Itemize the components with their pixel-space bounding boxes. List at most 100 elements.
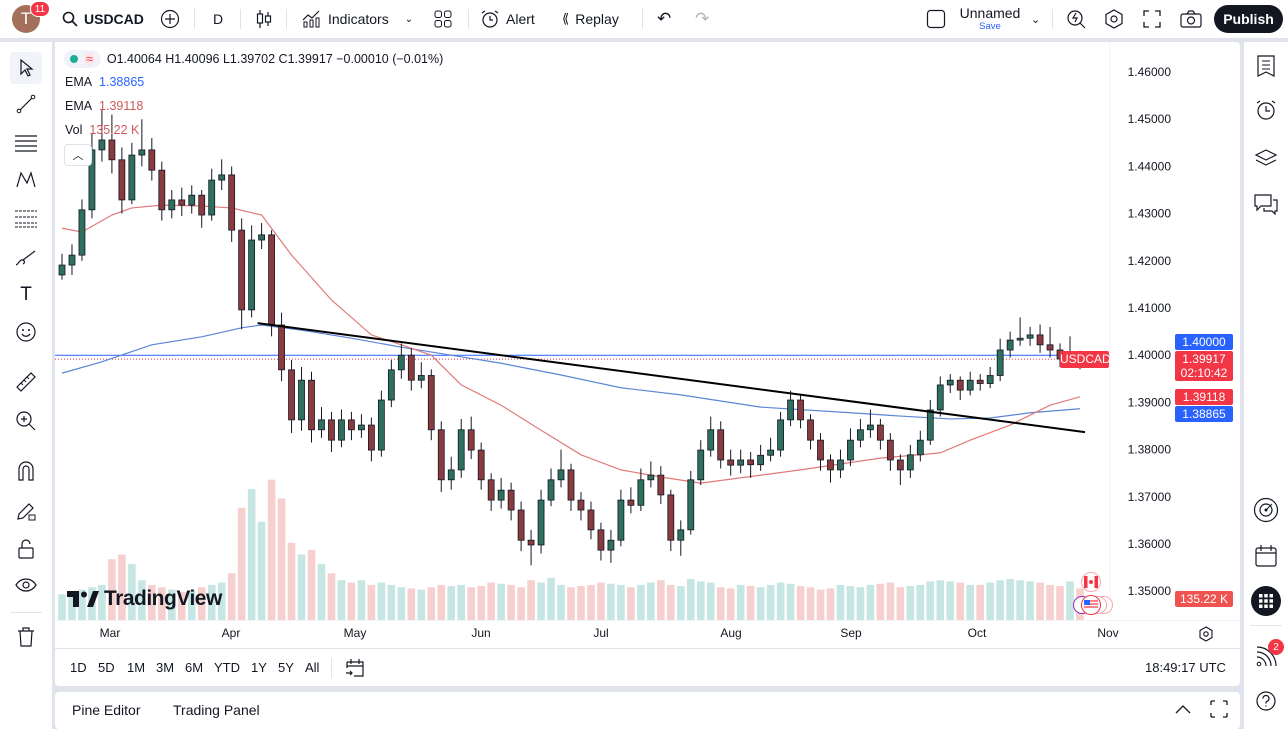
publish-button[interactable]: Publish <box>1214 5 1283 33</box>
volume-legend[interactable]: Vol 135.22 K <box>65 123 139 137</box>
save-link[interactable]: Save <box>979 21 1001 32</box>
ema-fast-price-label: 1.39118 <box>1175 389 1233 405</box>
candle-body <box>338 419 345 441</box>
candle-body <box>637 479 645 506</box>
range-3m[interactable]: 3M <box>156 660 175 675</box>
settings-button[interactable] <box>1104 0 1124 38</box>
volume-bar <box>627 587 635 620</box>
fib-tool[interactable] <box>10 202 42 234</box>
products-button[interactable] <box>1251 586 1281 616</box>
trend-line[interactable] <box>257 322 1086 434</box>
watchlist-button[interactable] <box>1251 51 1281 81</box>
stay-in-drawing-tool[interactable] <box>10 495 42 527</box>
candle-body <box>78 209 86 256</box>
candle-body <box>607 539 615 551</box>
volume-bar <box>686 579 695 620</box>
measure-tool[interactable] <box>10 366 42 398</box>
volume-bar <box>796 586 805 620</box>
notification-badge: 11 <box>30 1 50 17</box>
alert-button[interactable]: Alert <box>480 0 535 38</box>
maximize-panel-button[interactable] <box>1210 700 1228 723</box>
fullscreen-button[interactable] <box>1143 0 1161 38</box>
ema-slow-legend[interactable]: EMA 1.38865 <box>65 75 144 89</box>
candle-body <box>487 479 495 501</box>
snapshot-button[interactable] <box>1180 0 1202 38</box>
layout-name-button[interactable]: Unnamed Save <box>958 6 1022 33</box>
trend-line-tool[interactable] <box>10 88 42 120</box>
canada-event-flag[interactable] <box>1081 572 1101 592</box>
expand-panel-button[interactable] <box>1173 700 1193 725</box>
us-event-flag[interactable] <box>1081 595 1101 615</box>
apps-grid-icon <box>1259 594 1273 608</box>
layout-toggle[interactable] <box>926 0 946 38</box>
indicators-button[interactable]: Indicators ⌄ <box>302 0 413 38</box>
range-all[interactable]: All <box>305 660 320 675</box>
chats-button[interactable] <box>1251 189 1281 219</box>
volume-bar <box>377 582 386 620</box>
tab-trading-panel[interactable]: Trading Panel <box>173 702 260 718</box>
range-1m[interactable]: 1M <box>127 660 146 675</box>
symbol-search-button[interactable]: USDCAD <box>62 0 144 38</box>
pattern-tool[interactable] <box>10 164 42 196</box>
alerts-button[interactable] <box>1251 95 1281 125</box>
calendar-button[interactable] <box>1251 541 1281 571</box>
compare-button[interactable] <box>160 0 180 38</box>
help-button[interactable] <box>1251 686 1281 716</box>
replay-button[interactable]: ⟪ Replay <box>562 0 619 38</box>
volume-bar <box>836 584 845 620</box>
candle-body <box>986 375 994 384</box>
range-ytd[interactable]: YTD <box>214 660 240 675</box>
layouts-button[interactable] <box>434 0 452 38</box>
magnet-tool[interactable] <box>10 455 42 487</box>
cursor-tool[interactable] <box>10 52 42 84</box>
hide-drawings-tool[interactable] <box>10 569 42 601</box>
last-price: 1.39917 <box>1182 352 1226 366</box>
redo-button[interactable]: ↷ <box>695 0 709 38</box>
candle-body <box>797 399 804 421</box>
ema-fast-legend[interactable]: EMA 1.39118 <box>65 99 143 113</box>
candle-body <box>926 409 934 441</box>
chart-type-button[interactable] <box>256 0 272 38</box>
clock[interactable]: 18:49:17 UTC <box>1145 660 1226 675</box>
interval-button[interactable]: D <box>213 0 223 38</box>
magnet-icon <box>18 461 34 481</box>
month-label: Nov <box>1097 626 1119 640</box>
chevron-down-icon[interactable]: ⌄ <box>404 13 414 25</box>
remove-drawings-tool[interactable] <box>10 621 42 653</box>
quick-search-button[interactable] <box>1066 0 1086 38</box>
tab-pine-editor[interactable]: Pine Editor <box>72 702 141 718</box>
brush-tool[interactable] <box>10 242 42 274</box>
go-to-date-button[interactable] <box>345 658 365 683</box>
price-chart[interactable]: 1.46000 1.45000 1.44000 1.43000 1.42000 1.410… <box>55 42 1240 622</box>
layout-menu-chevron[interactable]: ⌄ <box>1031 0 1040 38</box>
undo-button[interactable]: ↶ <box>657 0 671 38</box>
range-1d[interactable]: 1D <box>70 660 87 675</box>
range-1y[interactable]: 1Y <box>251 660 267 675</box>
range-6m[interactable]: 6M <box>185 660 204 675</box>
text-tool[interactable]: T <box>10 279 42 311</box>
screener-button[interactable] <box>1251 495 1281 525</box>
lock-drawings-tool[interactable] <box>10 533 42 565</box>
divider <box>1052 9 1053 29</box>
status-indicators[interactable]: ≈ <box>64 50 101 68</box>
gear-icon <box>1105 9 1123 29</box>
trash-icon <box>18 627 34 647</box>
price-tick-label: 1.44000 <box>1128 159 1172 173</box>
object-tree-button[interactable] <box>1251 143 1281 173</box>
volume-bar <box>487 582 495 620</box>
emoji-tool[interactable] <box>10 316 42 348</box>
divider <box>331 658 332 678</box>
volume-bar <box>846 586 855 620</box>
zoom-tool[interactable] <box>10 405 42 437</box>
horizontal-lines-tool[interactable] <box>10 127 42 159</box>
volume-bar <box>766 584 775 620</box>
volume-bar <box>357 580 366 620</box>
range-5y[interactable]: 5Y <box>278 660 294 675</box>
candle-body <box>767 449 775 456</box>
collapse-legend-button[interactable]: ︿ <box>64 144 92 166</box>
divider <box>1250 625 1282 626</box>
camera-icon <box>1180 10 1202 28</box>
range-5d[interactable]: 5D <box>98 660 115 675</box>
chart-settings-button[interactable] <box>1198 626 1214 647</box>
candle-body <box>158 169 166 211</box>
